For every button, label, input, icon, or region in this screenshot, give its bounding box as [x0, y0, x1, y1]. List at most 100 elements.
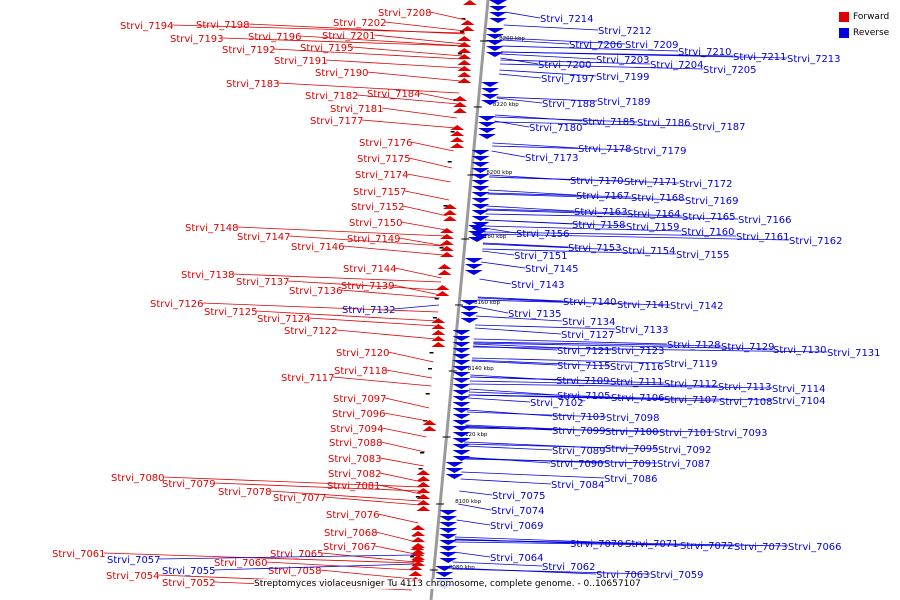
genome-caption: Streptomyces violaceusniger Tu 4113 chro… [254, 579, 641, 589]
reverse-gene-label: Strvi_7114 [772, 384, 826, 395]
reverse-gene-label: Strvi_7143 [511, 280, 565, 291]
reverse-leader-line [487, 192, 632, 198]
forward-gene-label: Strvi_7077 [273, 493, 327, 504]
forward-gene-glyph [439, 240, 454, 245]
reverse-leader-line [471, 359, 611, 367]
reverse-gene-glyph [489, 18, 508, 23]
reverse-gene-glyph [435, 566, 454, 571]
forward-leader-line [394, 267, 442, 279]
forward-gene-glyph [442, 210, 457, 215]
forward-leader-line [213, 482, 422, 492]
forward-gene-label: Strvi_7054 [106, 571, 160, 582]
reverse-leader-line [458, 503, 492, 511]
reverse-gene-label: Strvi_7112 [664, 379, 718, 390]
reverse-gene-glyph [471, 186, 490, 191]
chromosome-axis [429, 0, 490, 600]
forward-leader-line [288, 235, 445, 247]
forward-leader-line [361, 119, 456, 129]
forward-gene-label: Strvi_7196 [248, 32, 302, 43]
forward-leader-line [418, 92, 459, 102]
gene-boundary-mark [443, 205, 448, 207]
reverse-gene-label: Strvi_7133 [615, 325, 669, 336]
gene-boundary-mark [420, 452, 425, 454]
forward-gene-label: Strvi_7097 [333, 394, 387, 405]
reverse-gene-label: Strvi_7209 [625, 40, 679, 51]
forward-gene-glyph [457, 72, 472, 77]
reverse-gene-glyph [471, 174, 490, 179]
reverse-gene-label: Strvi_7072 [680, 541, 734, 552]
reverse-gene-label: Strvi_7142 [670, 301, 724, 312]
reverse-gene-glyph [439, 522, 458, 527]
forward-gene-label: Strvi_7157 [353, 187, 407, 198]
reverse-gene-label: Strvi_7187 [692, 122, 746, 133]
reverse-gene-glyph [481, 88, 500, 93]
forward-gene-label: Strvi_7117 [281, 373, 335, 384]
forward-gene-glyph [453, 102, 468, 107]
reverse-swatch [839, 28, 849, 38]
reverse-leader-line [491, 150, 526, 158]
forward-leader-line [287, 280, 441, 291]
reverse-gene-glyph [439, 540, 458, 545]
forward-gene-glyph [453, 96, 468, 101]
reverse-gene-label: Strvi_7203 [596, 55, 650, 66]
forward-gene-label: Strvi_7190 [315, 68, 369, 79]
reverse-gene-label: Strvi_7102 [530, 398, 584, 409]
forward-gene-glyph [437, 264, 452, 269]
reverse-gene-glyph [452, 378, 471, 383]
forward-gene-label: Strvi_7080 [111, 473, 165, 484]
reverse-gene-label: Strvi_7055 [162, 566, 216, 577]
forward-leader-line [381, 427, 427, 438]
reverse-gene-glyph [445, 468, 464, 473]
reverse-gene-label: Strvi_7093 [714, 428, 768, 439]
reverse-gene-label: Strvi_7160 [681, 227, 735, 238]
reverse-gene-glyph [481, 100, 500, 105]
reverse-leader-line [499, 63, 704, 70]
reverse-gene-glyph [489, 6, 508, 11]
reverse-gene-label: Strvi_7123 [611, 346, 665, 357]
reverse-gene-label: Strvi_7135 [508, 309, 562, 320]
forward-leader-line [340, 289, 440, 299]
reverse-gene-label: Strvi_7204 [650, 60, 704, 71]
forward-gene-glyph [416, 506, 431, 511]
reverse-leader-line [494, 120, 530, 128]
reverse-leader-line [492, 142, 579, 149]
forward-leader-line [387, 351, 434, 363]
reverse-leader-line [462, 458, 658, 464]
reverse-gene-label: Strvi_7214 [540, 14, 594, 25]
reverse-gene-glyph [471, 198, 490, 203]
reverse-leader-line [469, 388, 558, 396]
forward-leader-line [398, 237, 445, 247]
reverse-gene-glyph [452, 384, 471, 389]
reverse-gene-glyph [467, 237, 486, 242]
reverse-gene-glyph [485, 52, 504, 57]
reverse-leader-line [479, 278, 512, 285]
reverse-leader-line [470, 376, 665, 384]
gene-boundary-mark [425, 393, 430, 395]
forward-leader-line [335, 329, 436, 340]
reverse-gene-glyph [471, 222, 490, 227]
forward-leader-line [232, 273, 442, 283]
reverse-gene-label: Strvi_7109 [556, 376, 610, 387]
scale-tick-label: 8120 kbp [462, 432, 488, 438]
forward-gene-label: Strvi_7088 [329, 438, 383, 449]
reverse-gene-label: Strvi_7134 [562, 317, 616, 328]
reverse-leader-line [485, 219, 627, 227]
forward-gene-label: Strvi_7052 [162, 578, 216, 589]
gene-boundary-mark [432, 317, 437, 319]
forward-gene-label: Strvi_7065 [270, 549, 324, 560]
reverse-gene-glyph [460, 318, 479, 323]
reverse-gene-glyph [439, 558, 458, 563]
forward-gene-glyph [422, 420, 437, 425]
forward-gene-glyph [439, 234, 454, 239]
forward-leader-line [400, 221, 447, 231]
reverse-gene-label: Strvi_7070 [570, 539, 624, 550]
forward-gene-label: Strvi_7067 [323, 542, 377, 553]
reverse-leader-line [451, 568, 651, 575]
forward-gene-glyph [408, 565, 423, 570]
forward-gene-label: Strvi_7118 [334, 366, 388, 377]
reverse-leader-line [482, 250, 515, 256]
reverse-leader-line [495, 114, 583, 122]
forward-gene-label: Strvi_7138 [181, 270, 235, 281]
forward-gene-label: Strvi_7060 [214, 558, 268, 569]
reverse-gene-label: Strvi_7132 [342, 305, 396, 316]
